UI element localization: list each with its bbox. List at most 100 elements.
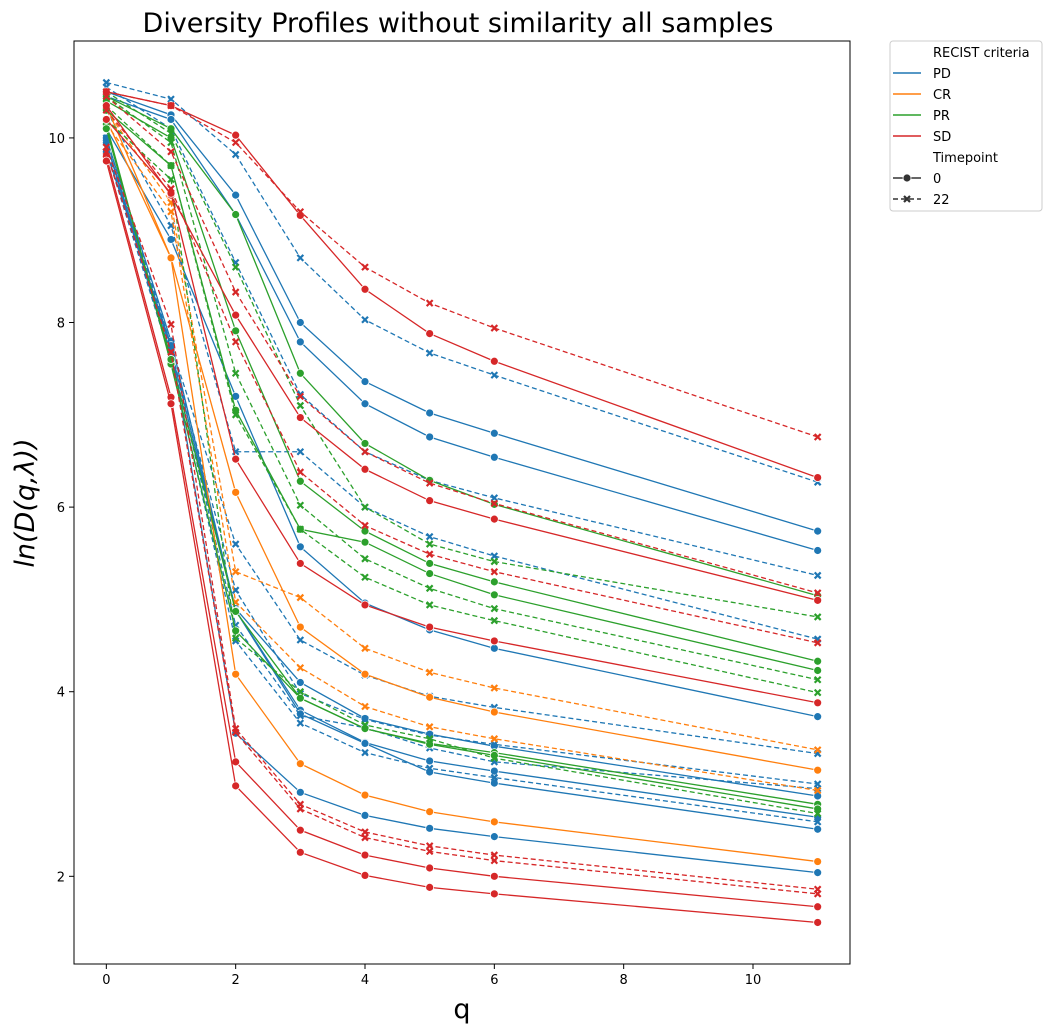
legend-marker — [903, 195, 911, 203]
data-point — [231, 757, 241, 767]
data-point — [425, 349, 434, 357]
data-point — [490, 754, 499, 762]
data-point — [295, 413, 305, 422]
data-point — [231, 411, 240, 419]
data-point — [425, 863, 435, 873]
data-point — [813, 473, 823, 482]
data-point — [425, 479, 434, 487]
data-point — [101, 115, 111, 124]
series-layer — [101, 78, 823, 927]
series-line — [105, 156, 818, 908]
series-line — [105, 109, 818, 640]
x-tick-label: 4 — [361, 973, 369, 988]
data-point — [296, 687, 305, 696]
y-tick-label: 10 — [48, 132, 65, 147]
data-point — [296, 447, 305, 456]
data-point — [360, 739, 370, 748]
data-point — [296, 401, 305, 410]
data-point — [295, 678, 305, 687]
data-point — [231, 454, 241, 464]
series-line — [105, 119, 818, 704]
data-point — [489, 766, 499, 776]
data-point — [813, 589, 822, 597]
data-point — [166, 253, 176, 263]
data-point — [360, 870, 370, 880]
legend-item-PR: PR — [893, 109, 950, 124]
data-point — [166, 115, 176, 124]
data-point — [167, 161, 175, 170]
x-axis-label: q — [453, 994, 470, 1025]
data-point — [295, 318, 305, 327]
data-point — [813, 656, 823, 666]
data-point — [813, 571, 822, 580]
data-point — [489, 871, 499, 881]
data-point — [489, 514, 499, 524]
data-point — [425, 550, 434, 558]
data-point — [231, 288, 240, 296]
data-point — [296, 663, 305, 672]
data-point — [490, 735, 499, 743]
data-point — [361, 748, 369, 757]
data-point — [360, 537, 370, 547]
data-point — [296, 392, 305, 401]
data-point — [231, 138, 240, 147]
data-point — [167, 320, 175, 329]
data-point — [231, 210, 241, 219]
data-point — [361, 263, 369, 271]
data-point — [231, 130, 241, 140]
data-point — [489, 452, 499, 462]
series-line — [105, 142, 818, 785]
data-point — [296, 636, 305, 644]
data-point — [489, 643, 499, 653]
legend-item-timepoint-0: 0 — [893, 172, 941, 187]
series-line — [105, 109, 818, 644]
series-line — [105, 123, 818, 792]
data-point — [167, 184, 175, 193]
data-point — [425, 408, 435, 418]
data-point — [167, 129, 175, 138]
data-point — [361, 555, 369, 563]
data-point — [295, 847, 305, 857]
data-point — [489, 636, 499, 646]
data-point — [231, 781, 241, 791]
series-SD-0-e — [101, 156, 823, 927]
series-line — [105, 105, 818, 771]
legend-frame — [889, 40, 1043, 212]
data-point — [813, 824, 823, 834]
series-line — [105, 109, 818, 751]
data-point — [361, 573, 369, 582]
series-SD-0-d — [101, 151, 823, 912]
data-point — [231, 540, 240, 548]
data-point — [425, 756, 435, 766]
series-PR-22-b — [102, 92, 822, 684]
x-tick-label: 2 — [232, 973, 240, 988]
data-point — [490, 567, 499, 576]
data-point — [425, 299, 434, 307]
legend: RECIST criteria PD CR PR SD Timepoint 0 22 — [889, 40, 1043, 212]
data-point — [167, 147, 175, 156]
data-point — [296, 390, 305, 399]
y-axis: 2 4 6 8 10 — [48, 132, 74, 885]
data-point — [296, 525, 305, 534]
data-point — [360, 464, 370, 474]
legend-label: SD — [933, 130, 951, 145]
data-point — [813, 712, 823, 722]
data-point — [489, 832, 499, 842]
data-point — [101, 156, 111, 166]
data-point — [231, 369, 240, 378]
data-point — [813, 809, 822, 818]
data-point — [361, 721, 369, 729]
data-point — [167, 138, 175, 147]
data-point — [167, 95, 175, 103]
data-point — [166, 235, 176, 244]
legend-item-timepoint-22: 22 — [893, 193, 950, 208]
data-point — [296, 593, 305, 602]
data-point — [813, 786, 822, 795]
data-point — [425, 668, 434, 677]
series-SD-22-a — [102, 87, 822, 441]
data-point — [296, 501, 305, 510]
data-point — [425, 569, 435, 578]
data-point — [361, 503, 369, 511]
data-point — [813, 765, 823, 775]
